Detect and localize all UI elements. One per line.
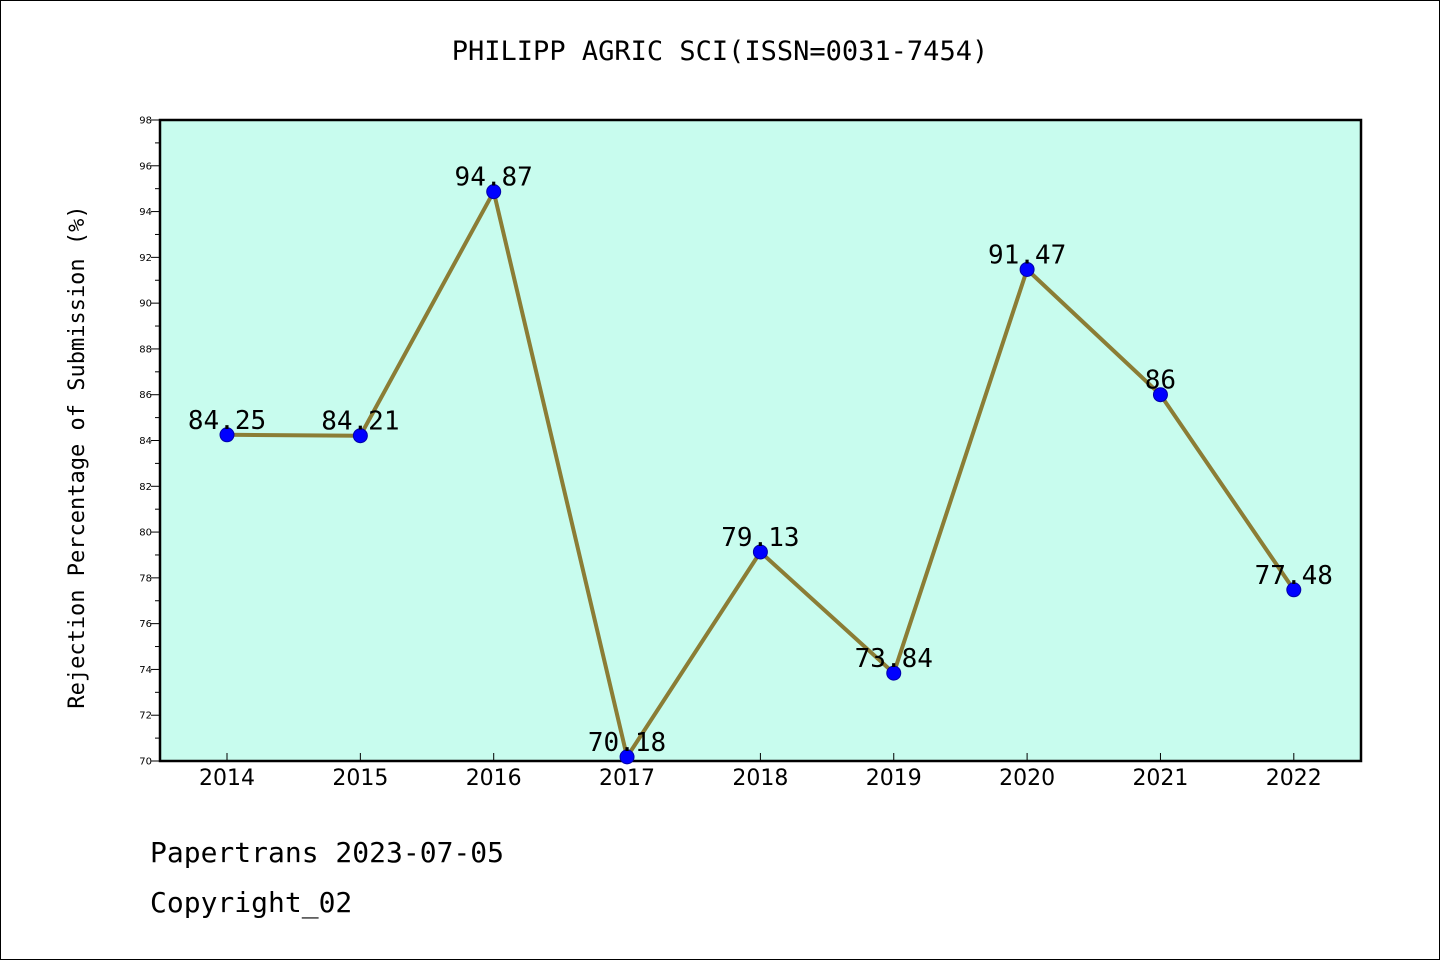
y-tick-label: 96 <box>139 161 152 172</box>
y-tick-label: 76 <box>139 619 152 630</box>
plot-area <box>158 118 1363 763</box>
data-point <box>486 184 502 200</box>
data-point <box>219 427 235 443</box>
y-tick-label: 74 <box>139 665 152 676</box>
data-label: 70.18 <box>588 728 666 758</box>
x-tick-label: 2018 <box>732 766 788 791</box>
y-axis-label: Rejection Percentage of Submission (%) <box>65 205 90 708</box>
x-tick-label: 2017 <box>599 766 655 791</box>
footer-date: Papertrans 2023-07-05 <box>150 836 505 869</box>
y-tick-label: 70 <box>139 757 152 768</box>
data-point <box>1286 582 1302 598</box>
data-point <box>752 544 768 560</box>
y-axis: 70 72 74 76 78 80 82 84 86 88 90 92 94 96 98 <box>139 116 160 768</box>
data-label: 86 <box>1145 366 1176 396</box>
data-label: 73.84 <box>855 644 933 674</box>
x-tick-label: 2022 <box>1266 766 1322 791</box>
y-tick-label: 86 <box>139 390 152 401</box>
x-axis: 2014 2015 2016 2017 2018 2019 2020 2021 2022 <box>199 753 1322 791</box>
x-tick-label: 2020 <box>999 766 1055 791</box>
y-tick-label: 98 <box>139 116 152 127</box>
y-tick-label: 92 <box>139 253 152 264</box>
y-tick-label: 88 <box>139 344 152 355</box>
data-point <box>886 665 902 681</box>
x-tick-label: 2015 <box>332 766 388 791</box>
data-label: 84.21 <box>321 407 399 437</box>
data-label: 91.47 <box>988 240 1066 270</box>
x-tick-label: 2016 <box>466 766 522 791</box>
y-tick-label: 94 <box>139 207 152 218</box>
series-line <box>219 184 1302 765</box>
data-labels: 84.25 84.21 94.87 70.18 79.13 73.84 91.47 86 77.… <box>188 163 1333 758</box>
data-label: 84.25 <box>188 406 266 436</box>
data-point <box>1019 261 1035 277</box>
y-tick-label: 82 <box>139 482 152 493</box>
y-tick-label: 78 <box>139 573 152 584</box>
chart-title: PHILIPP AGRIC SCI(ISSN=0031-7454) <box>451 36 989 67</box>
x-tick-label: 2019 <box>866 766 922 791</box>
data-label: 79.13 <box>721 523 799 553</box>
x-tick-label: 2014 <box>199 766 255 791</box>
x-tick-label: 2021 <box>1132 766 1188 791</box>
footer-copyright: Copyright_02 <box>150 886 353 919</box>
data-point <box>619 749 635 765</box>
data-point <box>1152 387 1168 403</box>
data-label: 77.48 <box>1255 561 1333 591</box>
y-tick-label: 90 <box>139 299 152 310</box>
y-tick-label: 72 <box>139 711 152 722</box>
data-label: 94.87 <box>455 163 533 193</box>
y-tick-label: 84 <box>139 436 152 447</box>
data-point <box>352 428 368 444</box>
y-tick-label: 80 <box>139 528 152 539</box>
